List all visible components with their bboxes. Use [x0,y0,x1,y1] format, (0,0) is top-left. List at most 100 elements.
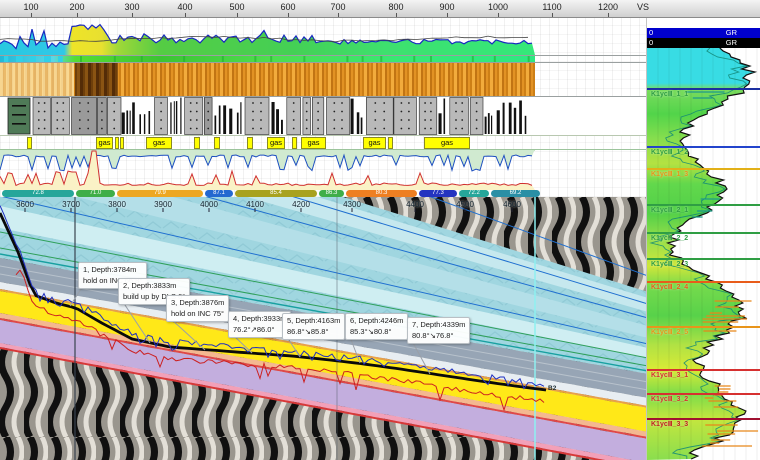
gas-label [27,137,32,149]
formation-label: K1ycⅢ_3_1 [651,371,688,379]
ruler-tick-mark [132,13,133,17]
interval-average-pill: 80.3 [346,190,417,197]
gas-label: gas [96,137,113,149]
track-divider [0,96,648,97]
gas-label [194,137,200,149]
trajectory-annotation-7[interactable]: 7, Depth:4339m80.8°↘76.8° [407,317,470,344]
target-label: B2 [548,385,556,392]
ruler-tick-mark [338,13,339,17]
annotation-depth: 1, Depth:3784m [83,264,142,275]
formation-label: K1ycⅢ_3_2 [651,395,688,403]
depth-label-4600: 4600 [495,200,529,209]
depth-label-4400: 4400 [398,200,432,209]
annotation-depth: 6, Depth:4246m [350,315,403,326]
gr-track-canvas[interactable] [0,18,648,55]
ruler-tick-800: 800 [378,2,414,12]
ruler-tick-1200: 1200 [590,2,626,12]
ruler-tick-mark [288,13,289,17]
ruler-tick-1100: 1100 [534,2,570,12]
depth-label-3600: 3600 [8,200,42,209]
formation-label: K1ycⅢ_3_3 [651,420,688,428]
trajectory-annotation-6[interactable]: 6, Depth:4246m85.3°↘80.8° [345,313,408,340]
ruler-tick-700: 700 [320,2,356,12]
ruler-tick-mark [498,13,499,17]
annotation-detail: hold on INC 75° [171,308,224,319]
vdl-amplitude-strip [0,63,535,97]
ruler-tick-mark [552,13,553,17]
gas-label: gas [267,137,285,149]
ruler-tick-1000: 1000 [480,2,516,12]
gas-label [115,137,119,149]
gas-label: gas [301,137,326,149]
ruler-tick-500: 500 [219,2,255,12]
gas-label: gas [363,137,386,149]
gas-label: gas [146,137,172,149]
annotation-depth: 4, Depth:3933m [233,313,286,324]
formation-label: K1ycⅢ_2_3 [651,260,688,268]
interval-average-pill: 86.3 [319,190,344,197]
depth-label-4500: 4500 [448,200,482,209]
vs-ruler: 100 200 300 400 500 600 700 800 900 1000 1100 1200V… [0,0,760,18]
trajectory-annotation-3[interactable]: 3, Depth:3876mhold on INC 75° [166,295,229,322]
ruler-tick-mark [77,13,78,17]
trajectory-annotation-5[interactable]: 5, Depth:4163m86.8°↘85.8° [282,313,345,340]
gas-label [120,137,124,149]
track-divider [0,55,648,56]
gas-label [388,137,393,149]
curve-tracks-canvas[interactable] [0,149,648,190]
formation-label: K1ycⅢ_1_3 [651,170,688,178]
annotation-depth: 2, Depth:3833m [123,280,185,291]
gr-track-header-blue[interactable]: 0 GR [647,28,760,38]
gas-label [292,137,297,149]
depth-label-3900: 3900 [146,200,180,209]
interval-average-pill: 79.9 [117,190,203,197]
formation-label: K1ycⅢ_2_2 [651,234,688,242]
track-divider [0,135,648,136]
depth-label-4200: 4200 [284,200,318,209]
geosteering-app-window: 100 200 300 400 500 600 700 800 900 1000 1100 1200V… [0,0,760,460]
gr-track-header-black[interactable]: 0 GR [647,38,760,48]
formation-label: K1ycⅢ_1_2 [651,148,688,156]
depth-label-4300: 4300 [335,200,369,209]
track-divider [0,62,648,63]
annotation-detail: 85.3°↘80.8° [350,326,403,337]
correlation-panel: 0 GR 0 GR K1ycⅢ_1_1 K1ycⅢ_1_2 K1ycⅢ_1_3 K1y… [646,18,760,460]
formation-label: K1ycⅢ_1_1 [651,90,688,98]
formation-label: K1ycⅢ_2_1 [651,206,688,214]
interval-average-pill: 69.2 [491,190,540,197]
depth-label-4000: 4000 [192,200,226,209]
ruler-tick-600: 600 [270,2,306,12]
ruler-tick-200: 200 [59,2,95,12]
ruler-tick-mark [237,13,238,17]
interval-average-pill: 85.4 [235,190,317,197]
gas-label [247,137,253,149]
interval-average-pill: 72.2 [459,190,489,197]
gr-scale-min: 0 [649,38,653,48]
ruler-tick-400: 400 [167,2,203,12]
annotation-detail: 76.2°↗86.0° [233,324,286,335]
annotation-depth: 5, Depth:4163m [287,315,340,326]
ruler-tick-100: 100 [13,2,49,12]
interval-average-pill: 77.3 [419,190,457,197]
lithology-track-canvas[interactable] [0,97,648,135]
track-divider [0,149,648,150]
interval-average-pill: 71.0 [76,190,115,197]
gas-label: gas [424,137,470,149]
depth-label-3700: 3700 [54,200,88,209]
ruler-tick-VS: VS [625,2,661,12]
ruler-tick-mark [396,13,397,17]
ruler-tick-mark [31,13,32,17]
interval-average-pill: 72.8 [2,190,74,197]
ruler-tick-900: 900 [429,2,465,12]
gr-curve-label: GR [726,38,737,48]
gr-curve-label: GR [726,28,737,38]
annotation-detail: 86.8°↘85.8° [287,326,340,337]
ruler-tick-mark [185,13,186,17]
vdl-dark-zone [75,63,118,97]
depth-label-3800: 3800 [100,200,134,209]
depth-label-4100: 4100 [238,200,272,209]
ruler-tick-300: 300 [114,2,150,12]
interval-average-pill: 87.1 [205,190,233,197]
vdl-light-zone [0,63,74,97]
ruler-tick-mark [447,13,448,17]
